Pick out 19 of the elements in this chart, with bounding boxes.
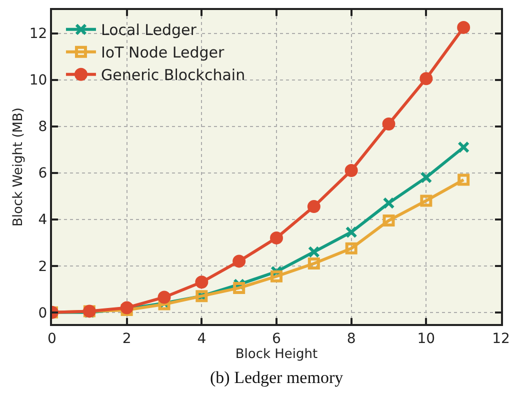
legend-label: Local Ledger: [100, 21, 198, 40]
y-tick-label: 2: [38, 258, 48, 275]
x-tick-label: 8: [346, 330, 356, 347]
y-tick-label: 12: [29, 26, 48, 42]
x-tick-label: 2: [122, 330, 132, 347]
x-tick-label: 10: [417, 330, 436, 347]
y-tick-label: 4: [38, 212, 48, 228]
y-tick-label: 8: [38, 119, 48, 136]
x-axis-title: Block Height: [235, 346, 318, 362]
legend-label: Generic Blockchain: [100, 66, 246, 84]
y-axis-title: Block Weight (MB): [10, 108, 26, 226]
x-tick-label: 12: [492, 330, 510, 347]
y-tick-label: 0: [38, 305, 48, 322]
y-tick-label: 10: [29, 72, 48, 89]
text: (b) Ledger memory: [210, 368, 344, 387]
x-tick-label: 6: [272, 330, 282, 347]
x-tick-label: 4: [197, 330, 206, 347]
y-tick-label: 6: [38, 166, 48, 182]
legend-label: IoT Node Ledger: [100, 44, 226, 62]
